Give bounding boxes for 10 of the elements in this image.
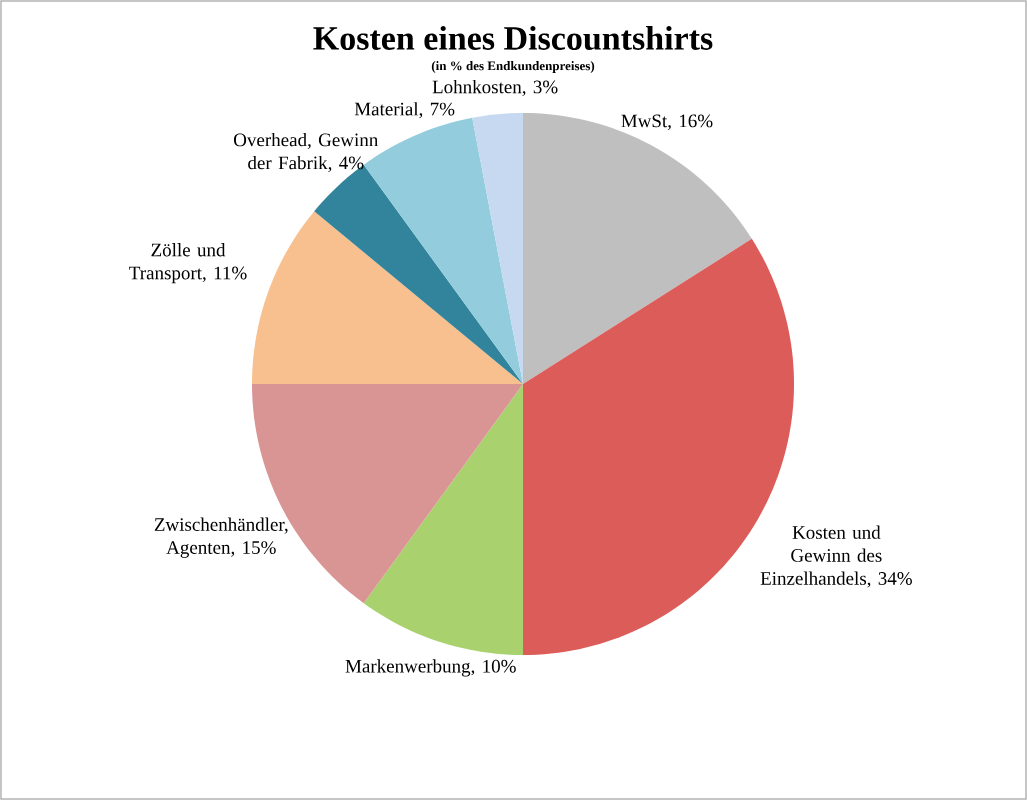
slice-label: Markenwerbung, 10% — [345, 659, 516, 677]
slice-label: Overhead, Gewinn der Fabrik, 4% — [234, 132, 379, 173]
slice-label: Zwischenhändler, Agenten, 15% — [154, 517, 288, 558]
chart-subtitle: (in % des Endkundenpreises) — [431, 61, 595, 73]
slice-label: Zölle und Transport, 11% — [129, 243, 247, 284]
slice-label: Kosten und Gewinn des Einzelhandels, 34% — [760, 525, 912, 588]
chart-title: Kosten eines Discountshirts — [313, 25, 713, 50]
slice-label: MwSt, 16% — [621, 114, 713, 131]
slice-label: Lohnkosten, 3% — [432, 79, 558, 97]
slice-label: Material, 7% — [354, 102, 455, 119]
